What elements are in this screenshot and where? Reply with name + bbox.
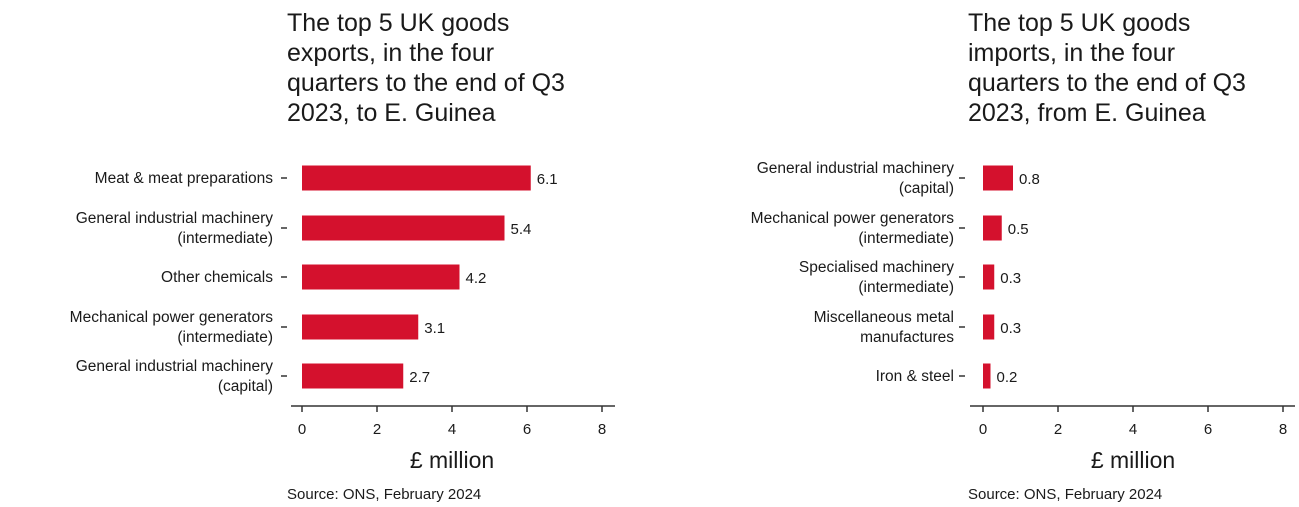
x-tick-label: 4 [448, 421, 456, 438]
x-tick-label: 6 [1204, 421, 1212, 438]
value-label: 5.4 [511, 221, 532, 238]
category-label: Mechanical power generators [751, 210, 955, 227]
bar [983, 363, 991, 389]
x-tick-label: 2 [1054, 421, 1062, 438]
category-label: (intermediate) [177, 230, 273, 247]
bar [302, 314, 419, 340]
category-label: Specialised machinery [799, 259, 954, 276]
source-note: Source: ONS, February 2024 [968, 486, 1162, 503]
category-label: (capital) [218, 378, 273, 395]
bar [983, 215, 1002, 241]
x-tick-label: 2 [373, 421, 381, 438]
category-label: manufactures [860, 329, 954, 346]
imports-chart: General industrial machinery (capital) 0.8… [751, 160, 1295, 503]
category-label: (intermediate) [858, 279, 954, 296]
category-label: Meat & meat preparations [95, 170, 274, 187]
x-tick-label: 4 [1129, 421, 1137, 438]
x-axis-title: £ million [1091, 447, 1175, 473]
category-label: General industrial machinery [76, 210, 274, 227]
value-label: 6.1 [537, 171, 558, 188]
value-label: 3.1 [424, 320, 445, 337]
bar [983, 314, 995, 340]
imports-chart-panel: The top 5 UK goods imports, in the four … [650, 0, 1299, 507]
x-tick-label: 0 [298, 421, 306, 438]
bar [302, 264, 460, 290]
bar [983, 165, 1013, 191]
exports-chart-panel: The top 5 UK goods exports, in the four … [70, 9, 615, 503]
bar [983, 264, 995, 290]
x-tick-label: 8 [1279, 421, 1287, 438]
exports-chart-title: The top 5 UK goods exports, in the four … [287, 9, 565, 127]
bar [302, 165, 531, 191]
source-note: Source: ONS, February 2024 [287, 486, 481, 503]
category-label: General industrial machinery [757, 160, 955, 177]
x-axis-title: £ million [410, 447, 494, 473]
bar [302, 215, 505, 241]
x-tick-label: 8 [598, 421, 606, 438]
value-label: 0.8 [1019, 171, 1040, 188]
x-tick-label: 6 [523, 421, 531, 438]
category-label: (intermediate) [858, 230, 954, 247]
bar [302, 363, 404, 389]
x-tick-label: 0 [979, 421, 987, 438]
value-label: 0.2 [997, 369, 1018, 386]
value-label: 0.5 [1008, 221, 1029, 238]
category-label: Miscellaneous metal [814, 309, 954, 326]
category-label: (capital) [899, 180, 954, 197]
value-label: 2.7 [409, 369, 430, 386]
category-label: (intermediate) [177, 329, 273, 346]
category-label: Iron & steel [876, 368, 954, 385]
value-label: 4.2 [466, 270, 487, 287]
exports-chart: Meat & meat preparations 6.1 General indus… [70, 165, 615, 503]
category-label: General industrial machinery [76, 358, 274, 375]
imports-chart-title: The top 5 UK goods imports, in the four … [968, 9, 1246, 127]
value-label: 0.3 [1000, 270, 1021, 287]
category-label: Other chemicals [161, 269, 273, 286]
value-label: 0.3 [1000, 320, 1021, 337]
category-label: Mechanical power generators [70, 309, 274, 326]
